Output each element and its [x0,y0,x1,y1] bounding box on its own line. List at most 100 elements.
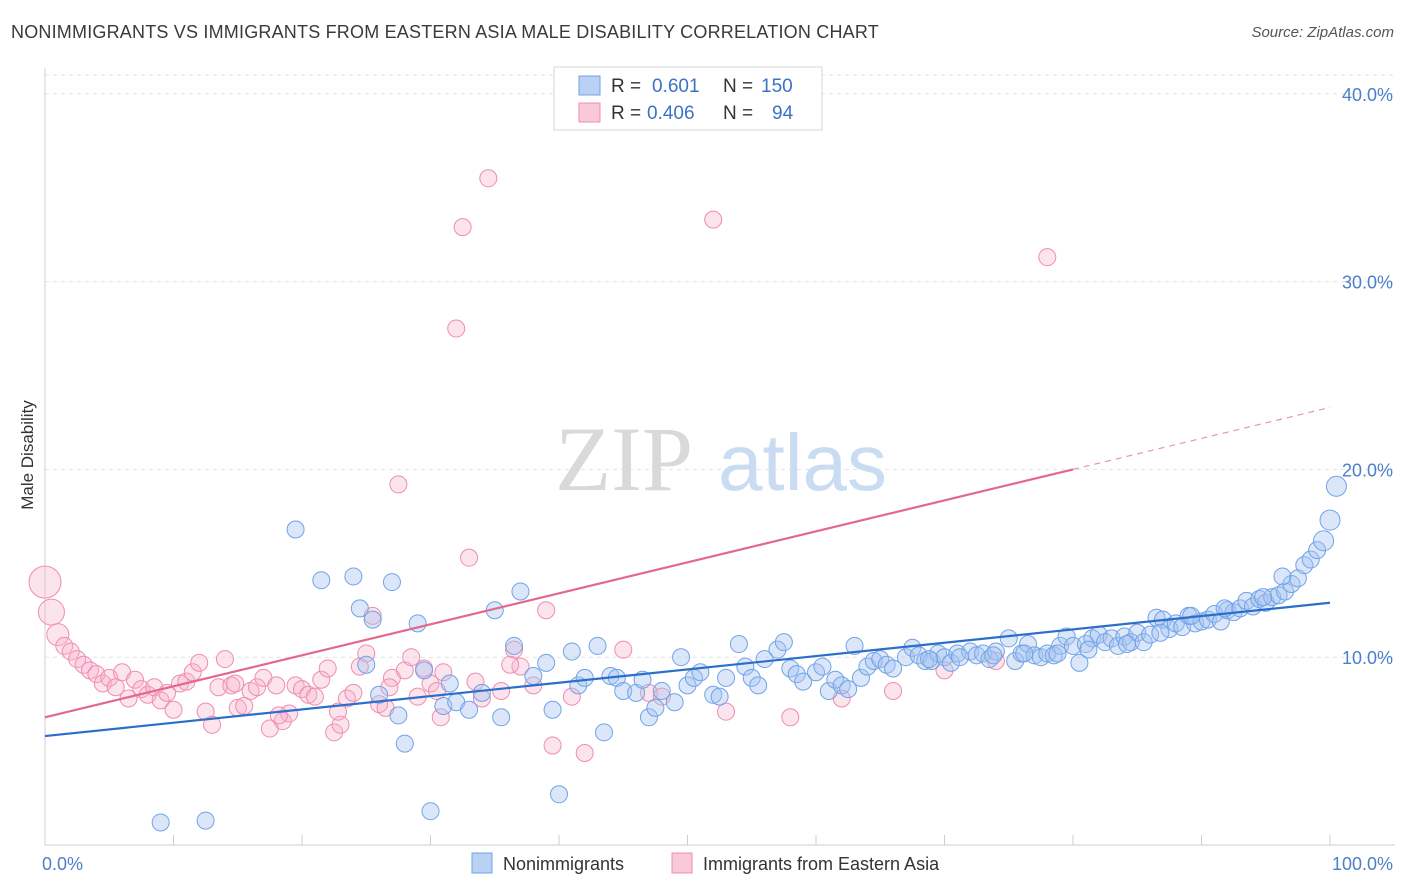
nonimmigrants-point [370,685,389,704]
immigrants-point [614,640,633,659]
nonimmigrants-point [984,646,1003,665]
nonimmigrants-point [389,706,408,725]
y-tick-labels: 10.0% 20.0% 30.0% 40.0% [1342,85,1393,668]
immigrants-point [479,169,498,188]
y-tick-label: 10.0% [1342,648,1393,668]
immigrants-point [421,674,440,693]
nonimmigrants-point [1048,644,1067,663]
nonimmigrants-point [884,659,903,678]
nonimmigrants-point [920,650,939,669]
immigrants-point [312,670,331,689]
nonimmigrants-point [717,668,736,687]
nonimmigrants-point [742,668,761,687]
immigrants-point [704,210,723,229]
watermark-zip: ZIP [555,408,693,510]
legend-r-value-2: 0.406 [647,103,695,124]
nonimmigrants-point [344,567,363,586]
immigrants-point [492,682,511,700]
legend-bottom-swatch-immigrants [671,852,693,874]
immigrants-point [106,678,125,697]
nonimmigrants-point [1070,653,1089,672]
nonimmigrants-point [652,682,671,700]
immigrants-points [28,169,1057,762]
immigrants-point [318,659,337,678]
legend-r-label-2: R = [611,103,641,124]
immigrants-point [325,723,344,742]
nonimmigrants-point [639,708,658,727]
nonimmigrants-point [440,674,459,693]
immigrants-point [447,319,466,338]
legend-swatch-immigrants [578,102,601,123]
immigrants-point [575,743,594,762]
immigrants-point [299,685,318,704]
nonimmigrants-point [415,661,434,680]
nonimmigrants-point [627,683,646,702]
immigrants-point [537,601,556,620]
legend-n-value-1: 150 [761,76,793,97]
nonimmigrants-point [196,811,215,830]
immigrants-point [269,706,288,725]
nonimmigrants-point [794,672,813,691]
immigrants-point [562,687,581,706]
nonimmigrants-point [755,650,774,669]
nonimmigrants-point [357,655,376,674]
immigrants-trend-line [44,468,1074,719]
legend-swatch-nonimmigrants [578,75,601,96]
immigrants-trend-extension [1072,406,1331,470]
immigrants-point [305,687,324,706]
nonimmigrants-point [1313,530,1335,552]
legend-r-label-1: R = [611,76,641,97]
nonimmigrants-point [363,610,382,629]
nonimmigrants-point [492,708,511,727]
nonimmigrants-point [382,573,401,592]
immigrants-point [453,218,472,237]
immigrants-point [203,715,222,734]
legend-bottom-swatch-nonimmigrants [471,852,493,874]
legend-n-label-2: N = [723,103,753,124]
nonimmigrants-point [1151,623,1170,642]
nonimmigrants-point [395,734,414,753]
nonimmigrants-point [575,668,594,687]
immigrants-point [380,678,399,697]
chart-title: NONIMMIGRANTS VS IMMIGRANTS FROM EASTERN… [11,22,879,42]
immigrants-point [884,682,903,700]
nonimmigrants-point [768,640,787,659]
nonimmigrants-point [350,599,369,618]
immigrants-point [389,475,408,494]
legend-bottom-label-nonimmigrants: Nonimmigrants [503,854,624,874]
y-tick-label: 20.0% [1342,460,1393,480]
nonimmigrants-point [1006,651,1025,670]
y-tick-label: 40.0% [1342,85,1393,105]
nonimmigrants-point [839,680,858,699]
immigrants-point [28,565,62,599]
nonimmigrants-point [941,653,960,672]
nonimmigrants-point [646,698,665,717]
immigrants-point [434,663,453,682]
nonimmigrants-point [562,642,581,661]
nonimmigrants-point [710,687,729,706]
nonimmigrants-point [704,685,723,704]
immigrants-point [331,715,350,734]
nonimmigrants-point [151,813,170,832]
immigrants-point [431,708,450,727]
nonimmigrants-point [1051,636,1070,655]
nonimmigrants-point [1117,635,1136,654]
nonimmigrants-point [1057,627,1076,646]
grid-lines [45,74,1395,658]
immigrants-point [164,700,183,719]
nonimmigrants-point [543,700,562,719]
immigrants-point [215,650,234,669]
immigrants-point [328,702,347,721]
immigrants-point [501,655,520,674]
axes [44,68,1395,846]
nonimmigrants-point [537,653,556,672]
nonimmigrants-point [550,785,568,804]
nonimmigrants-point [524,666,543,685]
nonimmigrants-point [665,693,684,712]
immigrants-point [460,548,479,567]
immigrants-point [350,657,369,676]
nonimmigrants-point [774,633,793,652]
nonimmigrants-point [460,700,479,719]
nonimmigrants-point [787,665,806,684]
